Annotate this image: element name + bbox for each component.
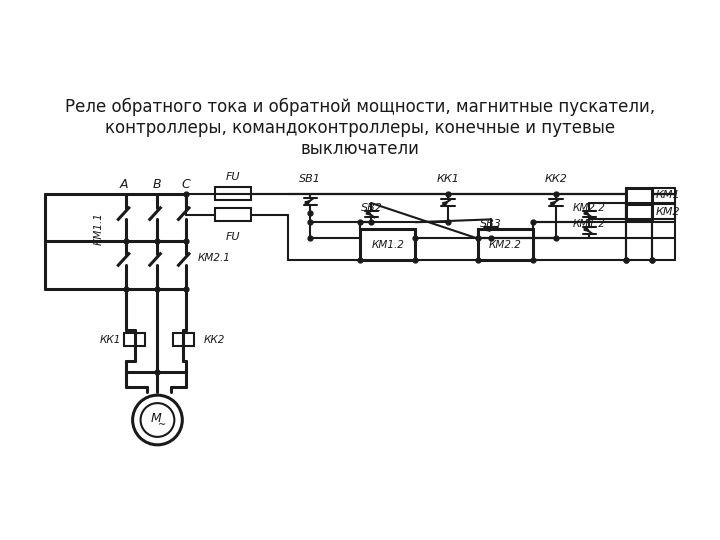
Text: FU: FU	[225, 172, 240, 182]
Text: КМ2: КМ2	[656, 207, 681, 217]
Text: КМ1.2: КМ1.2	[372, 240, 404, 249]
Text: SB3: SB3	[480, 219, 502, 229]
Bar	[626, 188, 652, 203]
Circle shape	[132, 395, 182, 445]
Text: КК2: КК2	[203, 335, 225, 345]
Bar	[477, 229, 533, 260]
Text: C: C	[181, 178, 191, 191]
Bar	[124, 333, 145, 347]
Text: A: A	[120, 178, 128, 191]
Text: Реле обратного тока и обратной мощности, магнитные пускатели,
контроллеры, коман: Реле обратного тока и обратной мощности,…	[65, 98, 655, 158]
Text: B: B	[153, 178, 162, 191]
Text: КМ2.2: КМ2.2	[489, 240, 522, 249]
Text: КК1: КК1	[436, 174, 459, 184]
Bar	[215, 187, 251, 200]
Text: SB2: SB2	[361, 202, 382, 213]
Text: КМ1.2: КМ1.2	[573, 219, 606, 229]
Bar	[173, 333, 194, 347]
Text: КМ2.2: КМ2.2	[573, 202, 606, 213]
Text: КМ2.1: КМ2.1	[197, 253, 230, 262]
Text: КК2: КК2	[544, 174, 567, 184]
Text: ~: ~	[158, 420, 166, 430]
Text: КК1: КК1	[100, 335, 121, 345]
Bar	[215, 208, 251, 221]
Text: КМ1: КМ1	[656, 191, 681, 200]
Text: М: М	[150, 411, 161, 424]
Bar	[626, 204, 652, 219]
Text: КМ1.1: КМ1.1	[94, 212, 104, 245]
Circle shape	[140, 403, 174, 437]
Text: SB1: SB1	[300, 174, 321, 184]
Bar	[360, 229, 415, 260]
Text: FU: FU	[225, 232, 240, 242]
